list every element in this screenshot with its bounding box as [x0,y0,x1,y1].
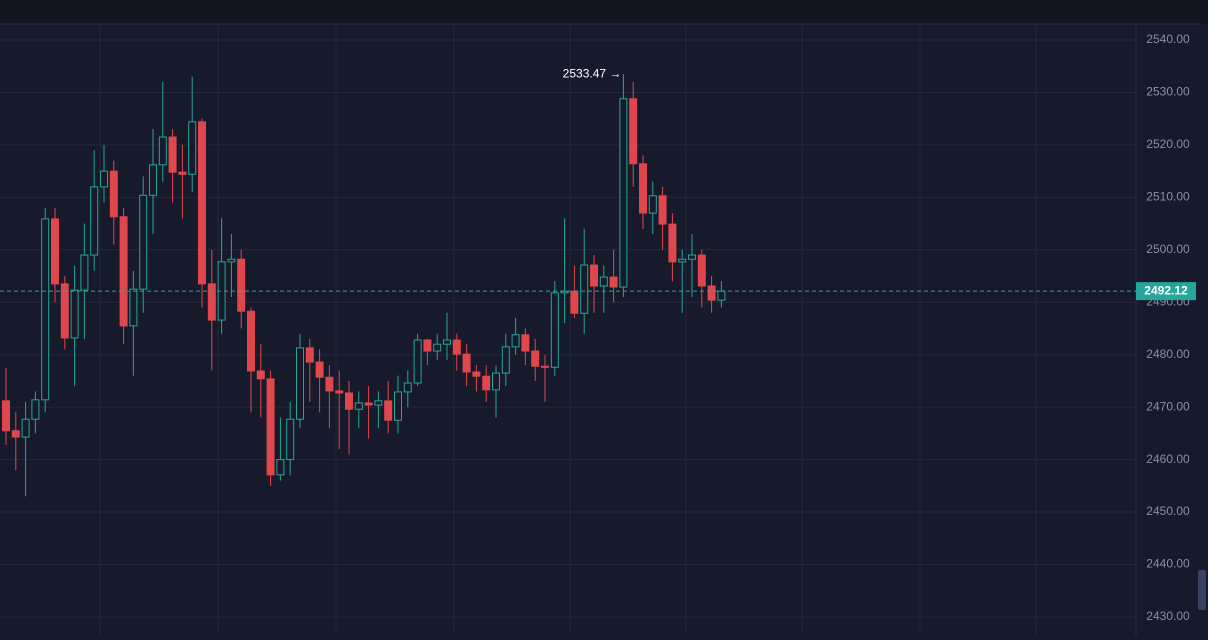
candle-body [472,371,481,377]
candle-body [60,283,69,339]
candle-body [256,370,265,380]
candle-body [296,347,304,420]
candle-body [570,290,579,314]
candle-body [374,400,383,406]
candle-body [688,254,696,260]
last-price-label: 2492.12 [1144,283,1188,297]
candle-body [619,98,628,288]
candle-body [2,400,10,432]
candle-body [80,254,89,291]
candle-body [668,223,677,263]
candle-body [364,402,373,406]
candle-body [717,290,726,301]
candle-body [707,285,716,301]
y-tick-label: 2520.00 [1146,137,1190,151]
candle-body [550,292,559,368]
candle-body [541,365,549,368]
candle-body [51,218,59,285]
candle-body [521,334,530,352]
candle-body [227,258,236,263]
candle-body [315,361,324,378]
candle-body [325,376,334,392]
y-tick-label: 2540.00 [1146,32,1190,46]
candle-body [345,392,353,410]
candle-body [394,391,402,421]
candle-body [678,258,687,263]
candle-body [501,346,510,374]
candle-body [609,276,618,288]
candle-body [433,343,442,352]
candle-body [599,276,608,287]
candle-body [560,290,569,294]
candle-body [590,264,598,287]
candle-body [119,216,128,327]
candle-body [580,264,589,314]
y-tick-label: 2530.00 [1146,85,1190,99]
candle-body [178,171,187,175]
candle-body [423,339,432,352]
candle-body [198,121,206,285]
candle-body [462,353,471,373]
y-tick-label: 2510.00 [1146,190,1190,204]
candle-body [413,339,422,384]
candle-body [70,289,79,339]
candle-body [511,334,520,348]
vertical-grid [99,24,1037,635]
top-bar [0,0,1208,24]
candle-body [276,459,285,476]
scrollbar[interactable] [1198,570,1206,610]
y-tick-label: 2450.00 [1146,504,1190,518]
candle-body [403,382,412,393]
candle-body [41,218,50,401]
candle-body [286,418,295,461]
candle-body [207,283,216,321]
y-tick-label: 2480.00 [1146,347,1190,361]
candle-body [100,170,108,188]
candle-body [109,170,118,218]
candle-body [531,350,540,367]
candle-body [237,258,246,312]
candle-body [266,378,275,476]
candle-body [482,375,491,391]
candle-body [658,195,667,225]
candle-body [335,390,344,394]
candle-body [139,194,148,290]
candle-body [443,339,451,345]
candle-body [697,254,706,287]
y-tick-label: 2430.00 [1146,609,1190,623]
candle-body [492,372,500,391]
y-tick-label: 2470.00 [1146,399,1190,413]
candle-body [149,164,157,196]
candle-body [452,339,461,355]
candle-body [305,347,314,363]
y-tick-label: 2500.00 [1146,242,1190,256]
candle-body [129,288,138,327]
candle-body [21,418,30,438]
candle-body [158,136,167,166]
candle-body [247,310,255,372]
candle-body [354,402,363,410]
candle-body [648,195,657,214]
y-tick-label: 2440.00 [1146,557,1190,571]
candle-body [11,430,20,438]
candle-body [31,399,40,420]
candle-body [629,98,638,165]
max-marker-label: 2533.47 → [563,66,622,80]
last-price-box [1136,282,1196,301]
candle-body [188,121,197,175]
candle-body [639,163,647,214]
candle-body [168,136,177,173]
candle-body [384,400,393,421]
candle-body [90,186,99,256]
y-tick-label: 2460.00 [1146,452,1190,466]
